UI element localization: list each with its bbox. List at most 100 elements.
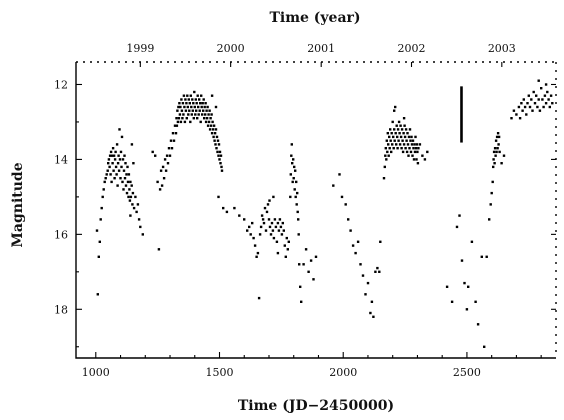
axis-ticks [76,62,556,358]
data-point [167,147,171,150]
data-point [177,105,180,109]
data-point [490,191,493,195]
data-point [412,147,415,150]
data-point [253,244,257,247]
data-point [120,135,124,139]
data-point [395,143,398,146]
data-point [191,98,194,101]
data-point [296,210,299,214]
data-point [97,255,100,258]
data-point [277,229,281,232]
data-point [204,102,207,105]
data-point [209,117,212,120]
data-point [159,169,163,172]
data-point [118,158,122,161]
data-point [209,124,213,127]
data-point [403,135,407,139]
data-point [279,225,283,229]
data-point [386,132,389,135]
data-point [258,233,262,236]
data-point [386,150,389,154]
data-point [180,98,183,101]
data-point [393,128,396,131]
data-point [114,150,117,154]
data-point [338,173,341,176]
data-point [212,124,216,127]
x-axis-label: Time (JD−2450000) [238,398,394,414]
data-point [176,109,179,112]
data-point [522,98,525,101]
data-point [281,221,284,225]
data-point [189,120,192,124]
data-point [551,102,554,105]
data-point [392,135,395,139]
data-point [136,203,140,206]
data-point [179,105,182,109]
data-point [181,117,184,120]
data-point [414,135,417,139]
data-point [132,206,136,210]
data-point [203,117,206,120]
data-point [176,120,180,124]
data-point [98,240,101,243]
data-point [374,270,377,273]
data-point [164,169,168,172]
data-point [488,218,491,221]
data-point [354,251,357,255]
data-point [400,128,404,131]
data-point [458,214,461,217]
data-point [275,240,279,243]
data-point [284,255,287,258]
data-point [292,158,295,161]
data-point [124,162,127,165]
data-point [304,248,308,251]
data-point [384,154,387,157]
data-point [125,173,128,176]
data-point [195,102,198,105]
data-point [389,139,392,142]
data-point [116,162,120,165]
data-point [197,113,200,116]
data-point [96,293,99,296]
data-point [168,154,172,157]
data-point [122,169,126,172]
data-point [378,270,381,273]
data-point [406,132,409,135]
data-point [130,184,133,187]
data-point [410,135,413,139]
data-point [107,162,110,165]
data-point [264,229,268,232]
data-point [491,180,494,184]
data-point [403,124,406,127]
data-point [297,233,300,236]
data-point [521,109,524,112]
data-point [396,128,400,131]
data-point [276,251,280,255]
data-point [105,173,108,176]
data-point [197,105,200,109]
data-point [290,154,293,157]
data-point [154,154,157,157]
axis-frame [75,62,556,359]
data-point [183,120,187,124]
data-point [445,285,449,288]
data-point [492,165,495,169]
data-point [404,147,407,150]
data-point [194,113,197,116]
y-tick-label: 14 [54,153,68,166]
data-point [111,147,115,150]
data-point [344,203,347,206]
data-point [114,165,118,169]
data-point [95,229,99,232]
data-point [110,180,113,184]
data-point [200,105,203,109]
data-point [366,281,370,285]
data-point [137,218,141,221]
data-point [128,199,132,202]
data-point [187,113,190,116]
data-point [465,308,469,311]
data-point [398,143,402,146]
data-point [396,135,399,139]
data-point [393,139,396,142]
